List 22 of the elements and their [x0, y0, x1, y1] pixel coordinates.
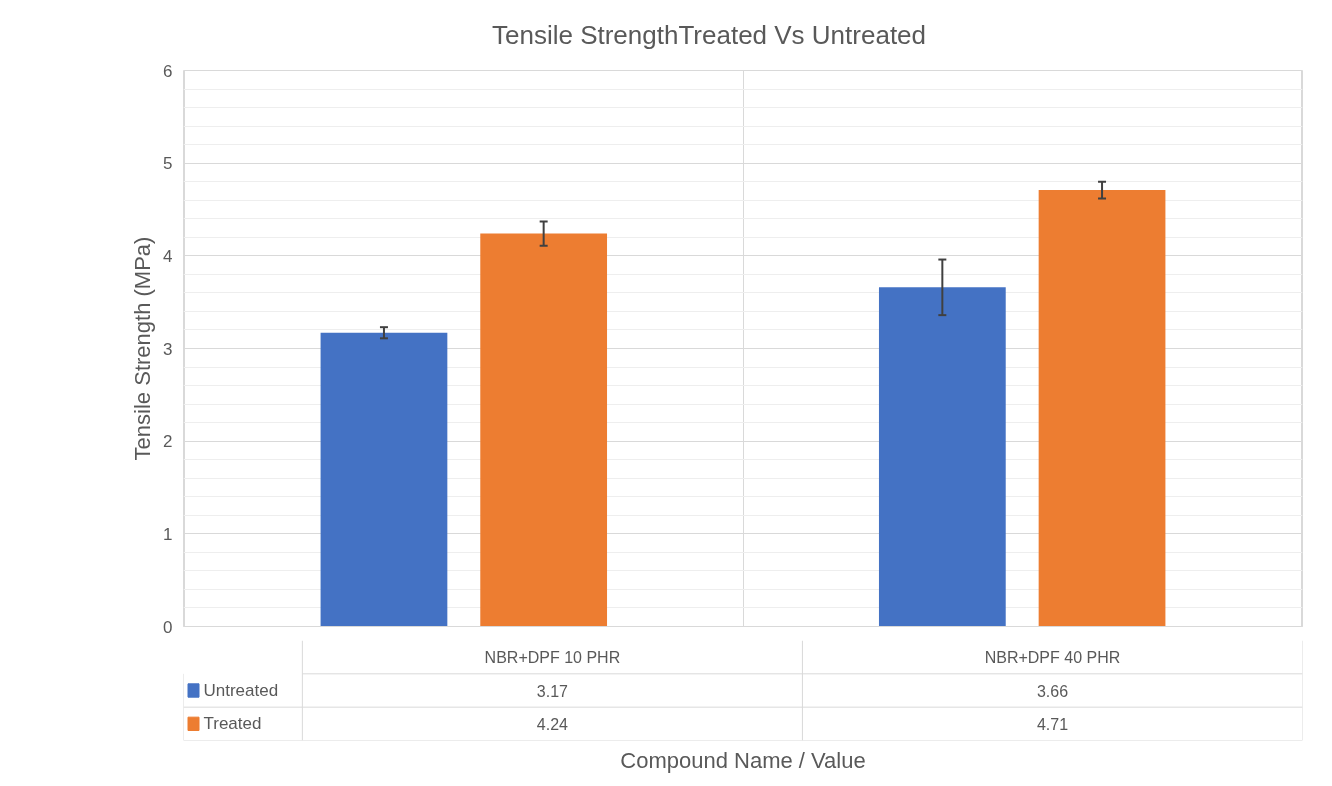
data-label: 3.66 — [1036, 682, 1069, 700]
y-tick-label: 3 — [163, 339, 173, 359]
bar — [320, 332, 448, 627]
x-tick-label: NBR+DPF 10 PHR — [484, 648, 621, 666]
data-label: 3.17 — [536, 682, 569, 700]
data-label: 4.71 — [1036, 715, 1069, 733]
y-tick-label: 2 — [163, 432, 173, 452]
chart-title: Tensile StrengthTreated Vs Untreated — [491, 19, 927, 52]
bar — [480, 233, 608, 627]
x-tick-label: NBR+DPF 40 PHR — [984, 648, 1121, 666]
y-tick-label: 6 — [163, 61, 173, 81]
y-tick-label: 1 — [163, 524, 173, 544]
data-label: 4.24 — [536, 715, 569, 733]
bar — [878, 287, 1006, 627]
y-tick-label: 4 — [163, 246, 173, 266]
x-axis-title: Compound Name / Value — [620, 747, 866, 773]
y-tick-label: 0 — [163, 617, 173, 637]
legend-label: Treated — [203, 714, 262, 734]
legend-label: Untreated — [203, 681, 279, 700]
y-tick-label: 5 — [163, 154, 173, 174]
bar — [1038, 190, 1166, 627]
y-axis-title: Tensile Strength (MPa) — [130, 236, 156, 461]
